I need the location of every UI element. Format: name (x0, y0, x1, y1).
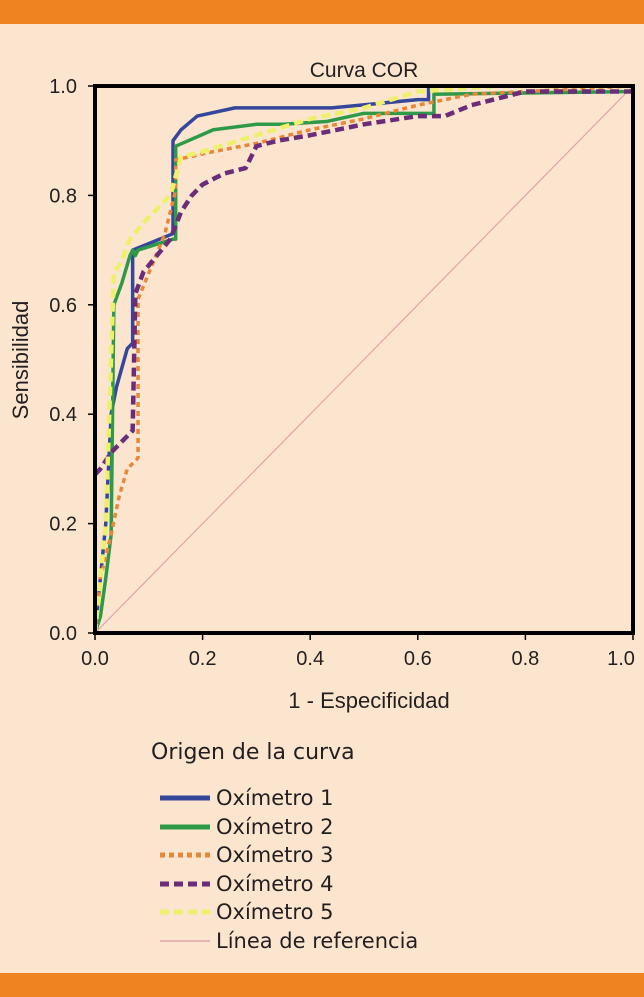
y-tick-label: 0.0 (49, 623, 77, 645)
legend-title: Origen de la curva (151, 740, 355, 765)
series-line-oximetro-4 (93, 89, 633, 476)
legend-label: Oxímetro 3 (216, 843, 334, 868)
legend-swatch (160, 824, 210, 830)
legend-label: Oxímetro 4 (216, 871, 334, 896)
plot-frame (93, 84, 635, 635)
ticks-layer: 0.0 0.2 0.4 0.6 0.8 1.0 0.0 0.2 0.4 0.6 0.8 1.0 (49, 76, 635, 670)
roc-chart: Curva COR 0.0 0.2 0.4 0.6 0.8 1.0 0.0 0.2 0.4 0.6… (8, 59, 635, 713)
y-tick-label: 0.8 (49, 185, 77, 207)
series-line-oximetro-2 (93, 89, 635, 635)
legend: Oxímetro 1 Oxímetro 2 Oxímetro 3 Oxímetro 4… (158, 784, 418, 955)
y-tick-label: 0.2 (49, 514, 77, 536)
chart-title: Curva COR (310, 59, 419, 82)
legend-label: Oxímetro 1 (216, 786, 334, 811)
top-band (0, 0, 644, 24)
legend-item: Oxímetro 4 (158, 870, 418, 899)
legend-item: Oxímetro 1 (158, 784, 418, 813)
legend-item: Línea de referencia (158, 927, 418, 956)
legend-label: Oxímetro 2 (216, 814, 334, 839)
legend-label: Oxímetro 5 (216, 900, 334, 925)
legend-swatch (160, 881, 210, 887)
legend-swatch (160, 909, 210, 915)
bottom-band (0, 973, 644, 997)
legend-label: Línea de referencia (216, 928, 419, 953)
legend-item: Oxímetro 2 (158, 813, 418, 842)
legend-swatch (160, 940, 210, 942)
legend-item: Oxímetro 3 (158, 841, 418, 870)
legend-swatch (160, 795, 210, 801)
y-axis-label: Sensibilidad (8, 301, 33, 420)
y-tick-label: 0.6 (49, 295, 77, 317)
x-tick-label: 0.2 (189, 648, 217, 670)
series-layer (92, 83, 635, 635)
x-tick-label: 0.8 (511, 648, 539, 670)
x-tick-label: 0.6 (404, 648, 432, 670)
x-axis-label: 1 - Especificidad (288, 688, 449, 713)
x-tick-label: 0.4 (296, 648, 324, 670)
series-line-oximetro-5 (92, 83, 633, 634)
x-tick-label: 1.0 (607, 648, 635, 670)
legend-item: Oxímetro 5 (158, 898, 418, 927)
x-tick-label: 0.0 (81, 648, 109, 670)
series-line-linea-de-referencia (94, 85, 634, 634)
y-tick-label: 0.4 (49, 404, 77, 426)
y-tick-label: 1.0 (49, 76, 77, 98)
legend-swatch (160, 852, 210, 858)
